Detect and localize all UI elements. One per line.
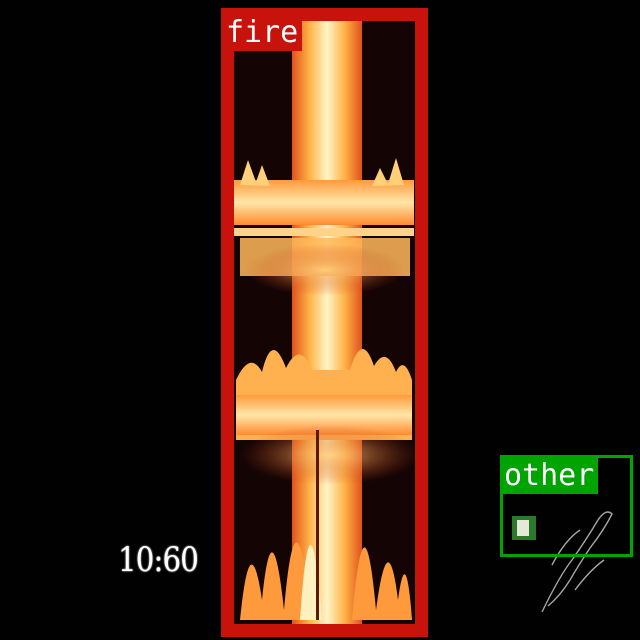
flame-band-upper <box>234 158 414 236</box>
timestamp-overlay: 10:60 <box>118 540 199 580</box>
other-detection-label: other <box>502 458 599 494</box>
signature-scribble <box>541 511 613 613</box>
fire-detection-label: fire <box>224 15 303 51</box>
other-detection-box <box>500 455 633 557</box>
center-seam <box>316 430 319 620</box>
fire-detection-box <box>221 8 428 637</box>
flame-band-lower <box>236 348 420 485</box>
flame-column <box>292 20 362 625</box>
flame-band-middle <box>240 238 410 296</box>
